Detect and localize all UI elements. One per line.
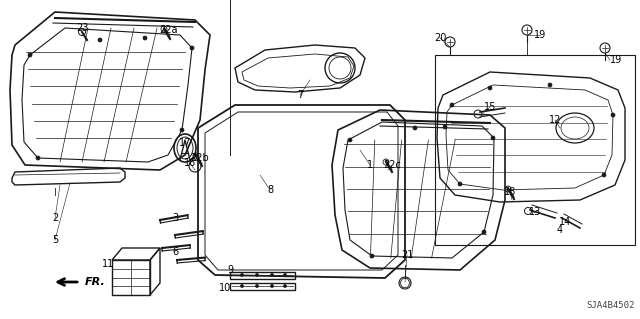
Text: 4: 4 [557,225,563,235]
Text: FR.: FR. [85,277,106,287]
Circle shape [450,103,454,107]
Text: 18: 18 [504,187,516,197]
Text: 15: 15 [484,102,496,112]
Text: 3: 3 [172,213,178,223]
Circle shape [482,230,486,234]
Text: 22c: 22c [383,160,401,170]
Circle shape [190,46,194,50]
Circle shape [413,126,417,130]
Text: 10: 10 [219,283,231,293]
Text: 5: 5 [52,235,58,245]
Text: 6: 6 [172,247,178,257]
Text: 23: 23 [76,23,88,33]
Circle shape [284,285,287,287]
Circle shape [548,83,552,87]
Text: 19: 19 [610,55,622,65]
Circle shape [241,273,243,277]
Text: 22b: 22b [191,153,209,163]
Text: 7: 7 [297,90,303,100]
Circle shape [491,136,495,140]
Text: SJA4B4502: SJA4B4502 [587,301,635,310]
Text: 21: 21 [401,250,413,260]
Circle shape [348,138,352,142]
Text: 9: 9 [227,265,233,275]
Circle shape [271,273,273,277]
Circle shape [370,254,374,258]
Text: 20: 20 [434,33,446,43]
Circle shape [28,53,32,57]
Text: 19: 19 [534,30,546,40]
Circle shape [284,273,287,277]
Circle shape [458,182,462,186]
Circle shape [611,113,615,117]
Circle shape [255,285,259,287]
Bar [435,55,635,245]
Text: 16: 16 [184,158,196,168]
Circle shape [443,125,447,129]
Text: 12: 12 [549,115,561,125]
Circle shape [180,128,184,132]
Text: 8: 8 [267,185,273,195]
Text: 13: 13 [529,207,541,217]
Circle shape [98,38,102,42]
Circle shape [602,173,606,177]
Text: 1: 1 [367,160,373,170]
Circle shape [255,273,259,277]
Text: 14: 14 [559,217,571,227]
Circle shape [36,156,40,160]
Text: 22a: 22a [159,25,177,35]
Circle shape [488,86,492,90]
Circle shape [271,285,273,287]
Text: 2: 2 [52,213,58,223]
Circle shape [143,36,147,40]
Text: 11: 11 [102,259,114,269]
Circle shape [241,285,243,287]
Text: 17: 17 [179,138,191,148]
